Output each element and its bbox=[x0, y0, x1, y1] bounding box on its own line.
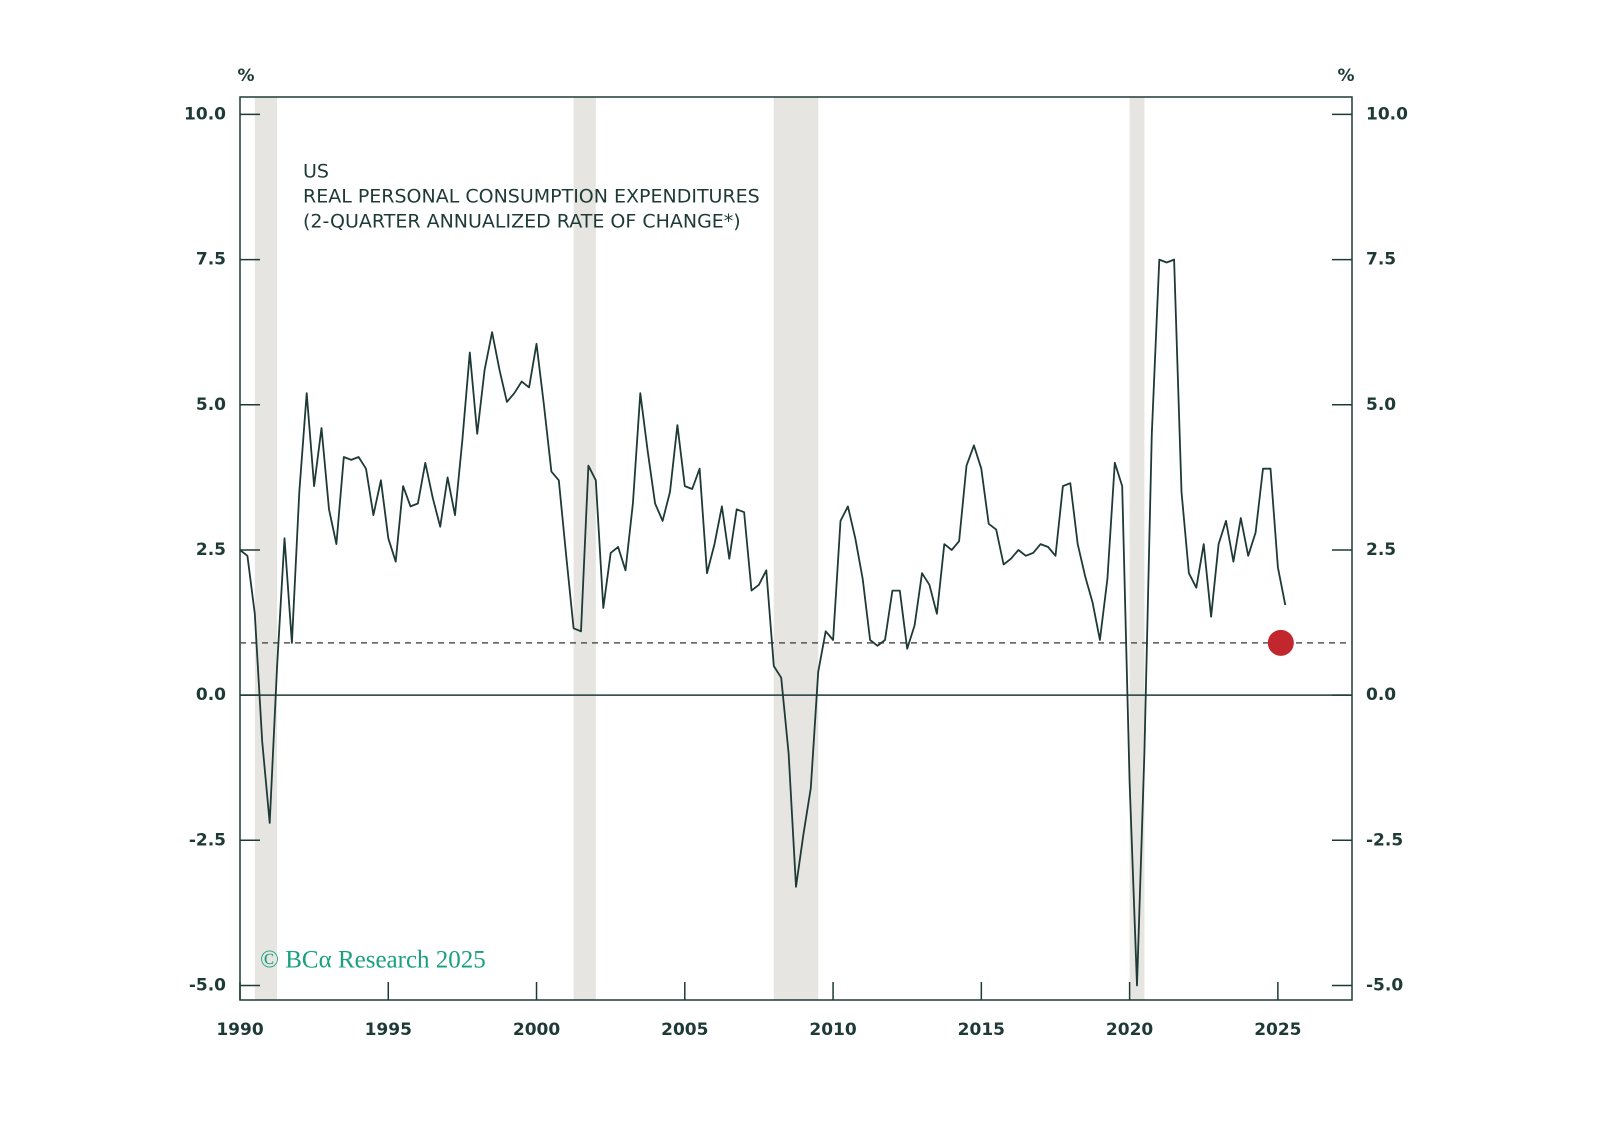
chart-title: REAL PERSONAL CONSUMPTION EXPENDITURES bbox=[303, 186, 760, 208]
y2-tick-label: 0.0 bbox=[1366, 685, 1396, 705]
y-tick-label: -2.5 bbox=[189, 830, 226, 850]
highlight-marker bbox=[1267, 629, 1294, 656]
x-tick-label: 2020 bbox=[1106, 1020, 1153, 1040]
x-tick-label: 2000 bbox=[513, 1020, 560, 1040]
watermark: © BCα Research 2025 bbox=[260, 947, 486, 974]
chart-title: (2-QUARTER ANNUALIZED RATE OF CHANGE*) bbox=[303, 211, 741, 233]
y2-axis-unit: % bbox=[1337, 66, 1354, 86]
y2-tick-label: -2.5 bbox=[1366, 830, 1403, 850]
x-tick-label: 2025 bbox=[1254, 1020, 1301, 1040]
y-tick-label: 7.5 bbox=[196, 250, 226, 270]
y-tick-label: 10.0 bbox=[184, 104, 226, 124]
x-tick-label: 2005 bbox=[661, 1020, 708, 1040]
y-tick-label: 2.5 bbox=[196, 540, 226, 560]
recession-band bbox=[1129, 97, 1145, 1000]
plot-frame bbox=[239, 96, 1353, 1001]
series-line bbox=[239, 258, 1287, 987]
x-tick-label: 1995 bbox=[365, 1020, 412, 1040]
y2-tick-label: 2.5 bbox=[1366, 540, 1396, 560]
y-tick-label: -5.0 bbox=[189, 975, 226, 995]
x-tick-label: 2010 bbox=[809, 1020, 856, 1040]
chart-title: US bbox=[303, 161, 329, 183]
x-tick-label: 2015 bbox=[958, 1020, 1005, 1040]
y2-tick-label: 10.0 bbox=[1366, 104, 1408, 124]
y-axis-unit: % bbox=[237, 66, 254, 86]
y2-tick-label: -5.0 bbox=[1366, 975, 1403, 995]
y2-tick-label: 5.0 bbox=[1366, 395, 1396, 415]
recession-band bbox=[254, 97, 278, 1000]
y-tick-label: 5.0 bbox=[196, 395, 226, 415]
recession-band bbox=[773, 97, 819, 1000]
y2-tick-label: 7.5 bbox=[1366, 250, 1396, 270]
y-tick-label: 0.0 bbox=[196, 685, 226, 705]
x-tick-label: 1990 bbox=[216, 1020, 263, 1040]
